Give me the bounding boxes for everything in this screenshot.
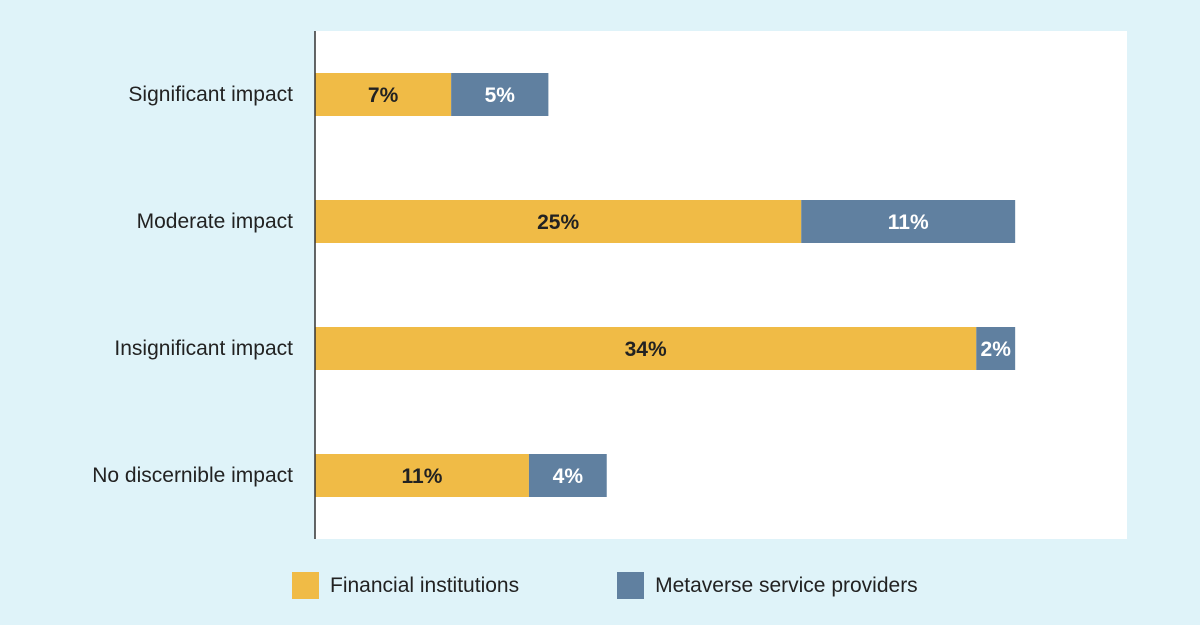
data-label-insignificant-impact-metaverse-service-providers: 2% — [981, 338, 1012, 361]
legend-label-financial-institutions: Financial institutions — [330, 573, 520, 597]
bar-group: 7% 5% 25% 11% 34% 2% 11% 4% — [315, 73, 1016, 497]
category-label-significant-impact: Significant impact — [128, 83, 293, 106]
legend-swatch-metaverse-service-providers — [617, 572, 645, 599]
category-labels: Significant impact Moderate impact Insigni… — [92, 83, 293, 487]
bar-moderate-impact-metaverse-service-providers — [801, 200, 1016, 243]
data-label-significant-impact-financial-institutions: 7% — [368, 84, 399, 107]
legend-label-metaverse-service-providers: Metaverse service providers — [655, 573, 918, 597]
bar-significant-impact-financial-institutions — [315, 73, 452, 116]
data-label-insignificant-impact-financial-institutions: 34% — [625, 338, 667, 361]
category-label-moderate-impact: Moderate impact — [137, 210, 294, 233]
data-label-significant-impact-metaverse-service-providers: 5% — [485, 84, 516, 107]
bar-no-discernible-impact-metaverse-service-providers — [528, 454, 607, 497]
legend: Financial institutions Metaverse service… — [292, 572, 918, 599]
data-label-no-discernible-impact-financial-institutions: 11% — [402, 465, 443, 488]
bar-insignificant-impact-financial-institutions — [315, 327, 977, 370]
bar-insignificant-impact-metaverse-service-providers — [976, 327, 1016, 370]
data-label-moderate-impact-metaverse-service-providers: 11% — [888, 211, 929, 234]
category-label-no-discernible-impact: No discernible impact — [92, 464, 293, 487]
bar-significant-impact-metaverse-service-providers — [451, 73, 549, 116]
data-label-moderate-impact-financial-institutions: 25% — [537, 211, 579, 234]
legend-item-metaverse-service-providers: Metaverse service providers — [617, 572, 918, 599]
category-label-insignificant-impact: Insignificant impact — [114, 337, 293, 360]
legend-item-financial-institutions: Financial institutions — [292, 572, 519, 599]
legend-swatch-financial-institutions — [292, 572, 319, 599]
data-label-no-discernible-impact-metaverse-service-providers: 4% — [553, 465, 584, 488]
bar-moderate-impact-financial-institutions — [315, 200, 802, 243]
bar-no-discernible-impact-financial-institutions — [315, 454, 529, 497]
